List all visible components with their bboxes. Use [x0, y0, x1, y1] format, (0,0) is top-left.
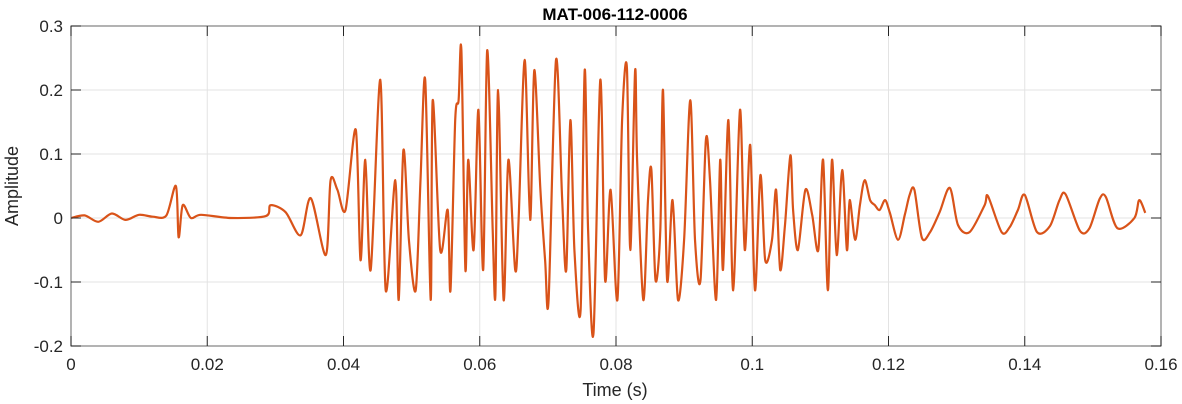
y-tick-label: 0.3	[39, 17, 63, 36]
y-tick-label: 0.2	[39, 81, 63, 100]
x-tick-label: 0.14	[1008, 355, 1041, 374]
x-tick-label: 0.04	[327, 355, 360, 374]
ticks: 0 0.02 0.04 0.06 0.08 0.1 0.12 0.14 0.16 -0.2 -0.1…	[34, 17, 1178, 374]
y-tick-label: -0.2	[34, 337, 63, 356]
chart-title: MAT-006-112-0006	[542, 5, 687, 24]
y-tick-label: 0	[54, 209, 63, 228]
x-tick-label: 0	[66, 355, 75, 374]
x-tick-label: 0.12	[872, 355, 905, 374]
x-tick-label: 0.06	[463, 355, 496, 374]
y-tick-label: 0.1	[39, 145, 63, 164]
x-tick-label: 0.1	[740, 355, 764, 374]
y-tick-label: -0.1	[34, 273, 63, 292]
series-line	[70, 43, 1147, 338]
x-axis-label: Time (s)	[582, 380, 647, 400]
x-tick-label: 0.08	[599, 355, 632, 374]
x-tick-label: 0.02	[191, 355, 224, 374]
y-axis-label: Amplitude	[2, 146, 22, 226]
x-tick-label: 0.16	[1144, 355, 1177, 374]
